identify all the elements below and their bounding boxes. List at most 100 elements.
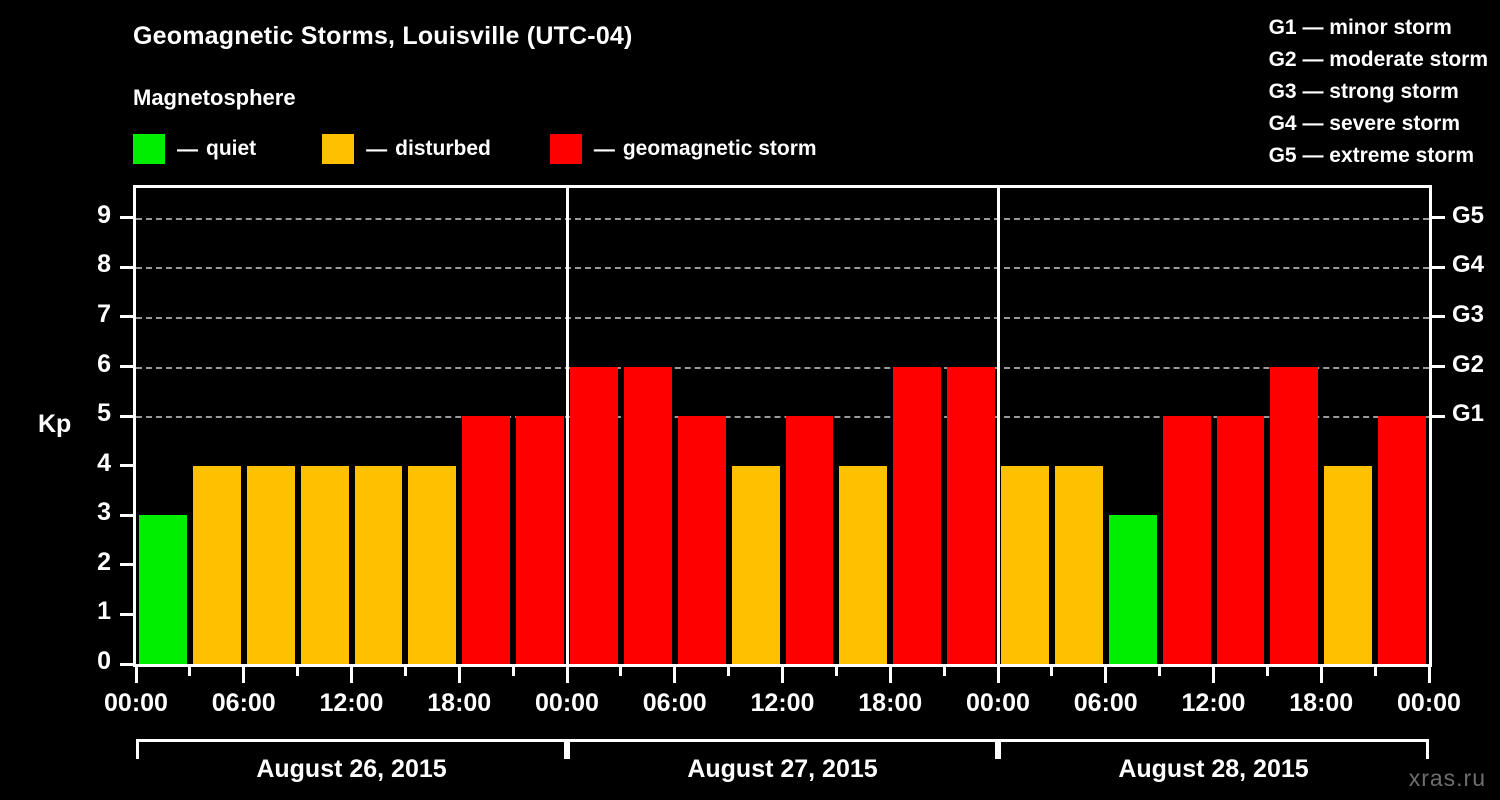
x-tick-22	[1319, 667, 1323, 683]
x-tick-10	[673, 667, 677, 683]
watermark: xras.ru	[1408, 765, 1486, 791]
y-tick-label-6: 6	[97, 349, 111, 378]
legend-label-0: quiet	[206, 137, 257, 160]
bar	[1216, 416, 1265, 664]
x-tick-17	[1050, 667, 1054, 676]
bar	[1270, 366, 1319, 664]
x-tick-3	[296, 667, 300, 676]
bar	[192, 465, 241, 664]
day-label-1: August 26, 2015	[256, 755, 447, 783]
g-tick-G4	[1432, 265, 1445, 269]
bar	[462, 416, 511, 664]
bar	[731, 465, 780, 664]
x-tick-14	[888, 667, 892, 683]
y-tick-3	[120, 513, 133, 517]
day-label-3: August 28, 2015	[1118, 755, 1309, 783]
legend-swatch-storm	[549, 134, 582, 164]
x-axis-label-6: 12:00	[750, 689, 815, 717]
y-tick-label-2: 2	[97, 547, 111, 576]
x-tick-11	[727, 667, 731, 676]
g-scale-line-3: G3 — strong storm	[1268, 80, 1459, 103]
x-tick-13	[834, 667, 838, 676]
day-bracket-1	[136, 739, 567, 759]
chart-subtitle: Magnetosphere	[133, 85, 296, 110]
x-axis-label-10: 12:00	[1181, 689, 1246, 717]
y-tick-5	[120, 414, 133, 418]
legend: — quiet — disturbed — geomagnetic storm	[133, 133, 817, 165]
day-separator-2	[996, 188, 1000, 664]
g-scale-line-1: G1 — minor storm	[1268, 16, 1452, 39]
x-tick-19	[1158, 667, 1162, 676]
g-tick-label-G5: G5	[1452, 201, 1485, 229]
x-tick-16	[996, 667, 1000, 683]
x-axis-label-7: 18:00	[858, 689, 923, 717]
y-tick-1	[120, 612, 133, 616]
x-axis-label-2: 12:00	[319, 689, 384, 717]
bar	[139, 515, 187, 664]
y-tick-8	[120, 265, 133, 269]
bar	[1378, 416, 1426, 664]
legend-dash-0: —	[177, 137, 198, 161]
bar	[1001, 465, 1049, 664]
g-scale-line-2: G2 — moderate storm	[1268, 48, 1488, 71]
g-scale-line-5: G5 — extreme storm	[1268, 144, 1475, 167]
x-axis-label-4: 00:00	[535, 689, 599, 717]
bar	[947, 366, 995, 664]
day-separator-1	[565, 188, 569, 664]
legend-dash-2: —	[593, 137, 615, 161]
legend-label-1: disturbed	[395, 137, 491, 160]
x-axis-label-12: 00:00	[1397, 689, 1461, 717]
y-tick-label-3: 3	[97, 498, 111, 527]
x-tick-21	[1265, 667, 1269, 676]
y-tick-label-1: 1	[97, 597, 111, 626]
legend-label-2: geomagnetic storm	[622, 137, 817, 160]
bar	[677, 416, 726, 664]
y-tick-label-0: 0	[97, 647, 111, 675]
y-tick-label-4: 4	[97, 448, 111, 477]
g-tick-G1	[1432, 414, 1445, 418]
y-tick-label-5: 5	[97, 399, 111, 428]
y-tick-9	[120, 216, 133, 220]
bar	[354, 465, 403, 664]
g-tick-label-G2: G2	[1452, 350, 1485, 378]
x-tick-6	[457, 667, 461, 683]
x-tick-20	[1212, 667, 1215, 683]
bar	[516, 416, 564, 664]
plot-area	[133, 185, 1432, 667]
bar	[1054, 465, 1103, 664]
x-tick-4	[350, 667, 353, 683]
day-bracket-2	[567, 739, 998, 759]
y-tick-0	[120, 662, 133, 666]
x-axis-label-5: 06:00	[642, 689, 707, 717]
bar	[1108, 515, 1157, 664]
gridline-kp-9	[136, 217, 1429, 220]
x-axis-label-11: 18:00	[1289, 689, 1354, 717]
legend-item-1: — disturbed	[322, 134, 491, 164]
legend-dash-1: —	[366, 137, 388, 161]
bar	[623, 366, 672, 664]
bar	[408, 465, 457, 664]
x-tick-0	[134, 667, 138, 683]
bar	[300, 465, 349, 664]
day-bracket-3	[998, 739, 1429, 759]
g-tick-label-G1: G1	[1452, 400, 1485, 428]
g-tick-G2	[1432, 365, 1445, 368]
bar	[1324, 465, 1373, 664]
bar	[570, 366, 618, 664]
gridline-kp-6	[136, 366, 1429, 369]
y-tick-label-8: 8	[97, 250, 111, 279]
x-tick-1	[188, 667, 192, 676]
x-axis-label-3: 18:00	[427, 689, 492, 717]
x-axis-label-0: 00:00	[104, 689, 168, 717]
gridline-kp-7	[136, 316, 1429, 319]
x-tick-8	[565, 667, 569, 683]
x-tick-7	[511, 667, 515, 676]
g-tick-G3	[1432, 315, 1445, 319]
y-tick-2	[120, 563, 133, 567]
legend-item-2: — geomagnetic storm	[549, 134, 817, 164]
bar	[785, 416, 834, 664]
x-tick-15	[942, 667, 946, 676]
x-tick-2	[242, 667, 246, 683]
legend-item-0: — quiet	[133, 134, 256, 164]
